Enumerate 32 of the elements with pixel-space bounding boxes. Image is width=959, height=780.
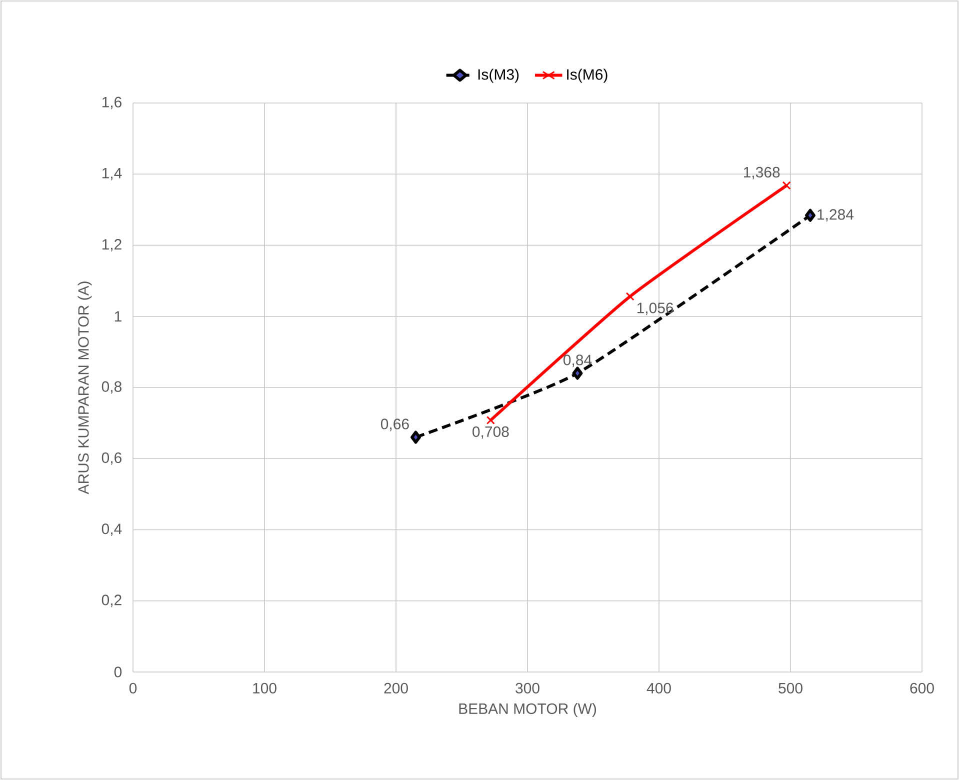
data-label: 0,84 (563, 354, 592, 368)
data-label: 1,284 (818, 209, 854, 222)
y-tick-label: 0 (114, 666, 122, 678)
y-tick-label: 1,4 (102, 168, 122, 180)
data-label: 1,056 (637, 302, 674, 316)
legend-label: Is(M6) (567, 68, 608, 83)
y-tick-label: 0,4 (102, 524, 122, 536)
x-tick-label: 200 (384, 682, 408, 694)
y-tick-label: 1,6 (102, 96, 122, 110)
y-tick-label: 0,6 (102, 452, 122, 465)
x-axis-title: BEBAN MOTOR (W) (459, 702, 596, 717)
point (486, 416, 495, 424)
y-tick-label: 0,2 (102, 594, 122, 608)
x-tick-label: 400 (646, 682, 671, 694)
x-tick-label: 500 (778, 682, 802, 694)
point (572, 366, 583, 380)
y-axis-title: ARUS KUMPARAN MOTOR (A) (78, 282, 92, 494)
x-tick-label: 300 (516, 682, 540, 694)
data-label: 0,708 (472, 426, 509, 439)
x-tick-label: 0 (129, 682, 137, 694)
x-tick-label: 600 (910, 682, 934, 694)
point (626, 292, 634, 301)
y-tick-label: 1 (114, 311, 122, 322)
y-tick-label: 1,2 (102, 239, 122, 252)
data-label: 0,66 (380, 418, 409, 432)
legend-label: Is(M3) (478, 68, 519, 83)
data-label: 1,368 (744, 166, 780, 180)
point (410, 430, 421, 444)
y-tick-label: 0,8 (102, 381, 122, 394)
point (782, 181, 791, 190)
x-tick-label: 100 (253, 682, 276, 694)
point (804, 208, 816, 222)
